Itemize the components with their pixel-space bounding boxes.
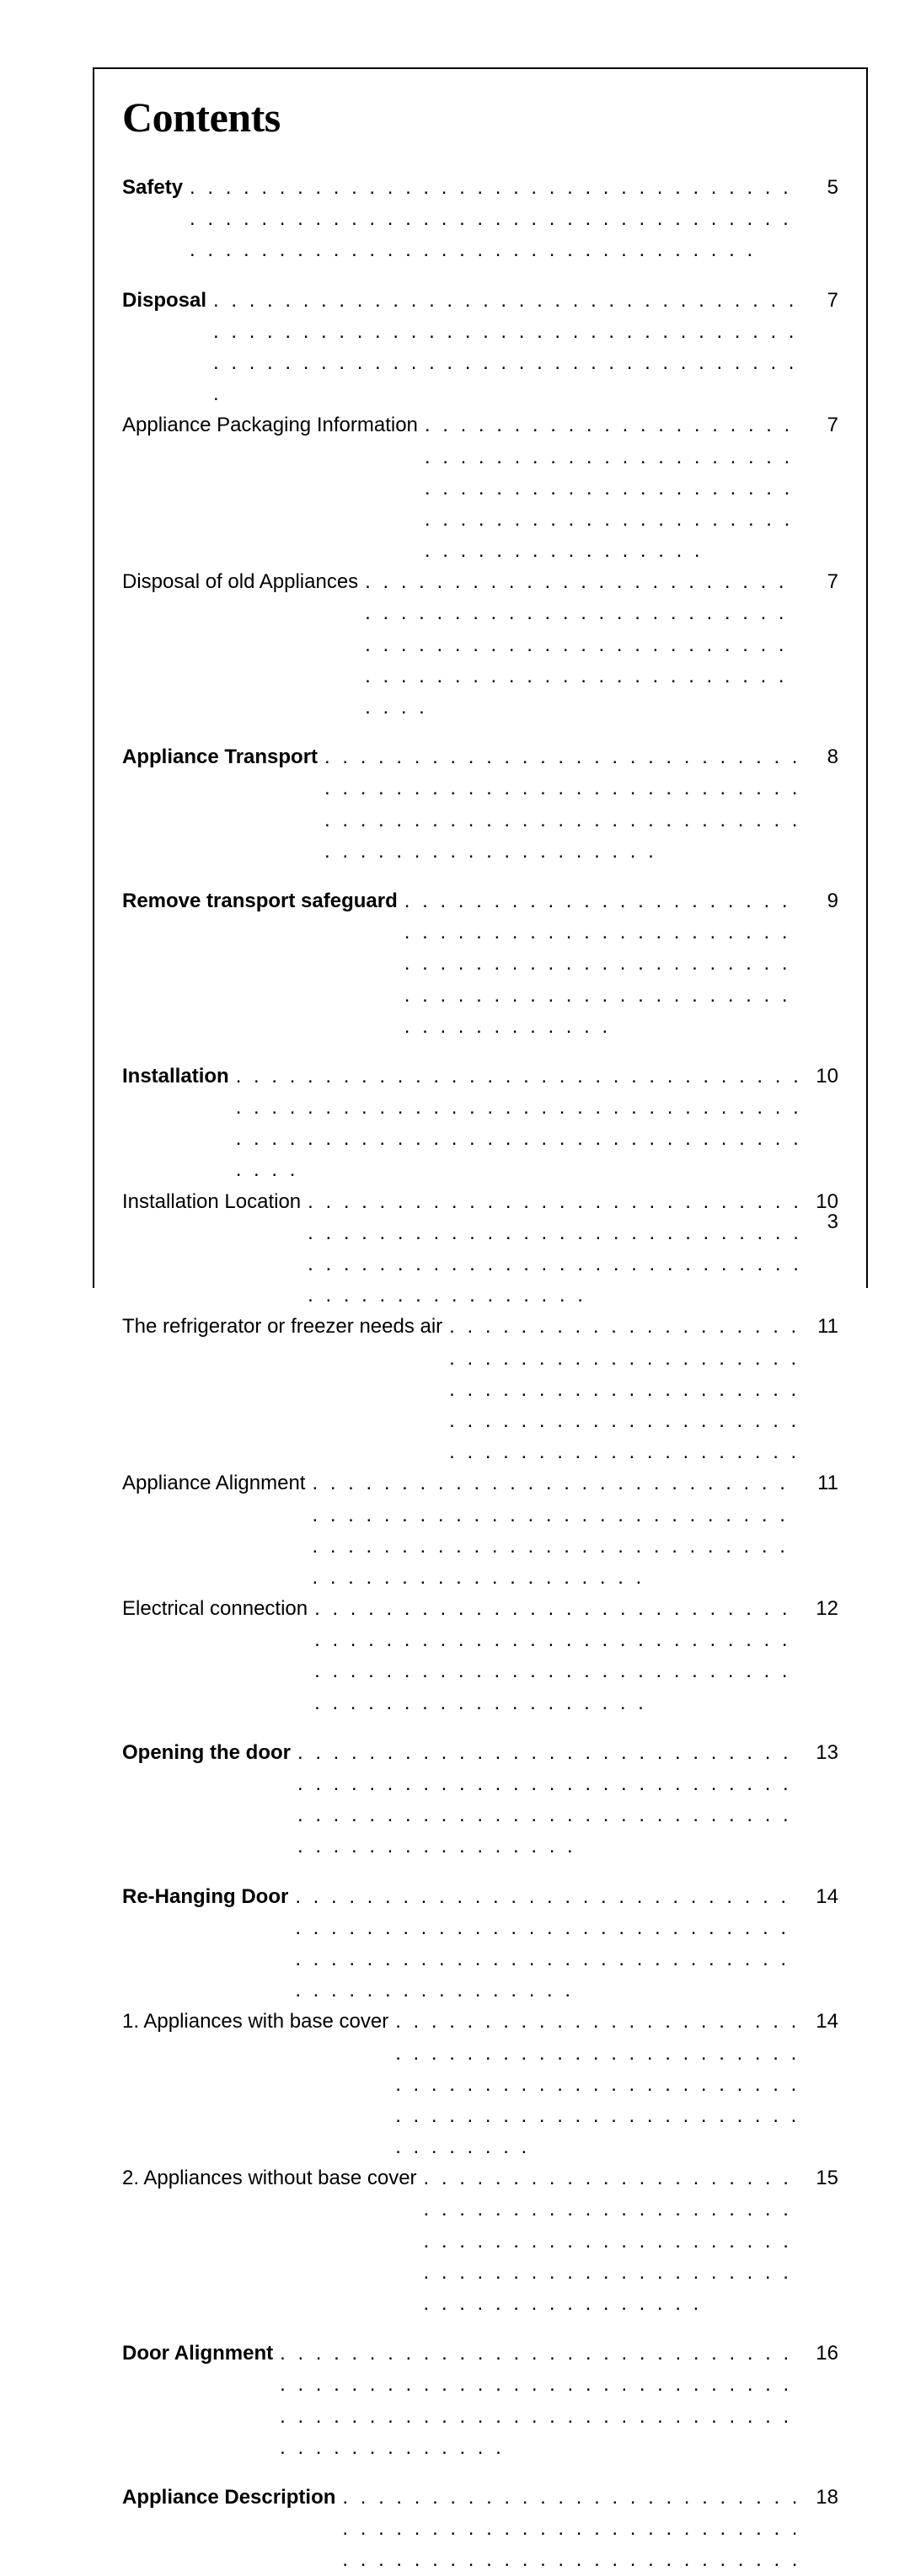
toc-leader-dots xyxy=(424,2162,805,2319)
toc-entry: Safety 5 xyxy=(122,172,838,266)
toc-leader-dots xyxy=(308,1186,805,1312)
toc-entry: Appliance Packaging Information 7 xyxy=(122,409,838,566)
toc-leader-dots xyxy=(297,1737,805,1863)
toc-entry-label: Opening the door xyxy=(122,1737,291,1768)
toc-entry-page: 16 xyxy=(811,2338,838,2369)
toc-leader-dots xyxy=(190,172,805,266)
toc-entry-label: Appliance Transport xyxy=(122,741,318,772)
toc-entry-page: 7 xyxy=(811,566,838,597)
toc-entry-label: Installation Location xyxy=(122,1186,301,1217)
toc-entry-page: 9 xyxy=(811,885,838,917)
toc-entry-label: 1. Appliances with base cover xyxy=(122,2006,388,2037)
toc-entry-label: Safety xyxy=(122,172,183,203)
toc-group: Opening the door 13 xyxy=(122,1737,838,1863)
toc-entry: Door Alignment 16 xyxy=(122,2338,838,2463)
toc-entry-page: 15 xyxy=(811,2162,838,2194)
toc-group: Appliance Description18View of Appliance… xyxy=(122,2482,838,2576)
toc-leader-dots xyxy=(314,1593,805,1718)
toc-entry-page: 5 xyxy=(811,172,838,203)
content-area: Contents Safety5Disposal7Appliance Packa… xyxy=(122,93,838,2576)
toc-entry-label: Appliance Packaging Information xyxy=(122,409,418,441)
toc-leader-dots xyxy=(324,741,805,867)
toc-leader-dots xyxy=(312,1467,805,1593)
toc-leader-dots xyxy=(365,566,805,723)
toc-entry-page: 10 xyxy=(811,1061,838,1092)
toc-entry-page: 7 xyxy=(811,409,838,441)
toc-entry: Disposal 7 xyxy=(122,285,838,410)
toc-entry: Installation Location10 xyxy=(122,1186,838,1312)
toc-entry: Opening the door 13 xyxy=(122,1737,838,1863)
toc-entry: Appliance Transport 8 xyxy=(122,741,838,867)
toc-entry-label: Appliance Description xyxy=(122,2482,335,2513)
toc-entry-label: 2. Appliances without base cover xyxy=(122,2162,417,2194)
toc-entry: 1. Appliances with base cover 14 xyxy=(122,2006,838,2162)
toc-entry-page: 12 xyxy=(811,1593,838,1624)
toc-group: Installation 10 Installation Location10The… xyxy=(122,1061,838,1718)
toc-entry-label: The refrigerator or freezer needs air xyxy=(122,1311,442,1342)
toc-entry-label: Installation xyxy=(122,1061,229,1092)
toc-entry: Electrical connection 12 xyxy=(122,1593,838,1718)
toc-entry: Installation 10 xyxy=(122,1061,838,1186)
toc-entry-page: 18 xyxy=(811,2482,838,2513)
toc-group: Safety 5 xyxy=(122,172,838,266)
toc-leader-dots xyxy=(404,885,805,1042)
toc-group: Appliance Transport 8 xyxy=(122,741,838,867)
toc-entry-label: Electrical connection xyxy=(122,1593,308,1624)
toc-entry-label: Re-Hanging Door xyxy=(122,1881,288,1912)
toc-leader-dots xyxy=(280,2338,805,2463)
toc-entry-label: Appliance Alignment xyxy=(122,1467,305,1499)
toc-entry: Disposal of old Appliances 7 xyxy=(122,566,838,723)
toc-entry-label: Disposal of old Appliances xyxy=(122,566,358,597)
toc-entry-page: 7 xyxy=(811,285,838,316)
toc-entry: Remove transport safeguard 9 xyxy=(122,885,838,1042)
page-number: 3 xyxy=(827,1211,838,1234)
toc-entry-page: 8 xyxy=(811,741,838,772)
toc-entry-label: Door Alignment xyxy=(122,2338,273,2369)
toc-leader-dots xyxy=(213,285,805,410)
toc-entry: Appliance Alignment 11 xyxy=(122,1467,838,1593)
toc-leader-dots xyxy=(449,1311,805,1467)
toc-entry: 2. Appliances without base cover 15 xyxy=(122,2162,838,2319)
toc-group: Door Alignment 16 xyxy=(122,2338,838,2463)
toc-leader-dots xyxy=(425,409,805,566)
toc-entry-page: 11 xyxy=(811,1467,838,1499)
toc-entry-label: Remove transport safeguard xyxy=(122,885,398,917)
toc-leader-dots xyxy=(295,1881,805,2007)
toc-group: Disposal7Appliance Packaging Information… xyxy=(122,285,838,724)
toc-entry-page: 14 xyxy=(811,2006,838,2037)
toc-entry: Re-Hanging Door 14 xyxy=(122,1881,838,2007)
toc-container: Safety5Disposal7Appliance Packaging Info… xyxy=(122,172,838,2576)
toc-entry: The refrigerator or freezer needs air 11 xyxy=(122,1311,838,1467)
toc-group: Re-Hanging Door141. Appliances with base… xyxy=(122,1881,838,2320)
toc-entry-page: 11 xyxy=(811,1311,838,1342)
toc-entry-page: 14 xyxy=(811,1881,838,1912)
toc-leader-dots xyxy=(236,1061,805,1186)
toc-entry-label: Disposal xyxy=(122,285,206,316)
toc-group: Remove transport safeguard 9 xyxy=(122,885,838,1042)
toc-entry: Appliance Description 18 xyxy=(122,2482,838,2576)
toc-leader-dots xyxy=(395,2006,805,2162)
toc-entry-page: 13 xyxy=(811,1737,838,1768)
page-title: Contents xyxy=(122,93,838,142)
toc-leader-dots xyxy=(342,2482,805,2576)
